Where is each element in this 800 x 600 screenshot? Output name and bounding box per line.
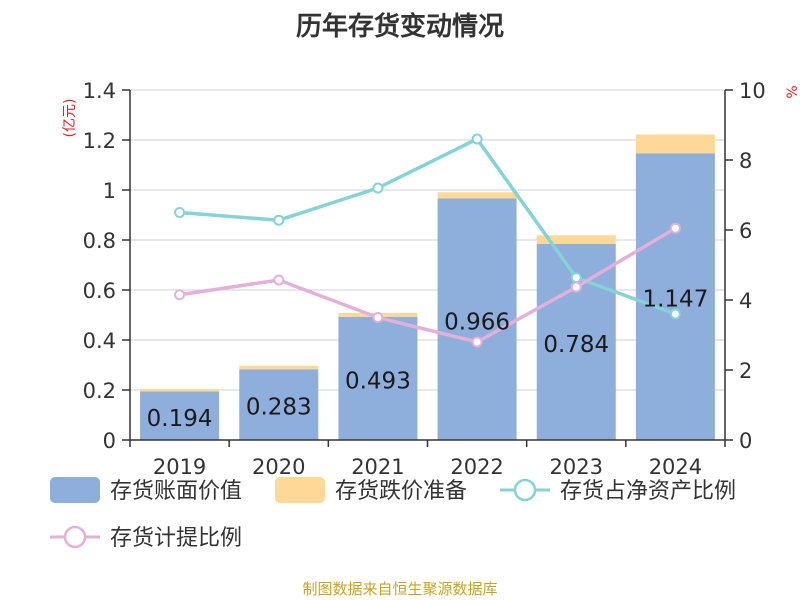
y-right-tick-label: 6 [739,219,752,243]
line-point [372,182,384,194]
x-tick-label: 2022 [450,455,503,479]
bar-value-label: 0.194 [147,406,213,432]
line-point [372,312,384,323]
y-left-tick-label: 0.4 [83,329,116,353]
bar-book-value [239,369,319,440]
line-point [174,289,186,301]
bar-book-value [437,198,517,440]
bar-value-labels: 0.194 0.283 0.493 0.966 0.784 1.147 [147,287,709,432]
legend-swatch [275,477,325,503]
line-inventory-to-net-assets [179,136,677,316]
bar-value-label: 0.784 [543,332,609,358]
line-provision-ratio [179,226,677,344]
y-left-tick-label: 1 [103,179,116,203]
axes: 0 0.2 0.4 0.6 0.8 1 1.2 1.4 0 2 4 6 8 10 (亿元)% 2019 2020… [62,79,800,479]
source-note: 制图数据来自恒生聚源数据库 [302,580,498,598]
x-tick-label: 2024 [649,455,702,479]
bar-value-label: 1.147 [642,287,708,313]
line-point [570,281,582,293]
bar-book-value [338,316,418,440]
line-point [273,274,285,286]
y-right-tick-label: 4 [739,289,752,313]
line-point [471,336,483,348]
bar-value-label: 0.493 [345,368,411,394]
legend-label: 存货占净资产比例 [560,479,736,504]
y-left-tick-label: 1.4 [83,79,116,103]
y-left-tick-label: 0.6 [83,279,116,303]
line-point [669,222,681,234]
legend-label: 存货跌价准备 [335,479,467,504]
line-point [669,308,681,320]
bar-impairment [536,235,616,244]
bar-impairment [239,365,319,370]
y-right-unit-label: % [785,85,800,98]
y-right-tick-label: 2 [739,359,752,383]
line-series [174,133,681,348]
bar-impairment [635,134,715,154]
y-left-tick-label: 0.2 [83,379,116,403]
bar-impairment [140,389,220,392]
line-point [570,272,582,284]
chart-title: 历年存货变动情况 [295,12,504,42]
bar-value-label: 0.966 [444,309,510,335]
y-right-tick-label: 0 [739,429,752,453]
y-left-unit-label: (亿元) [62,99,78,138]
y-right-tick-label: 10 [739,79,766,103]
y-left-tick-label: 0.8 [83,229,116,253]
legend-marker [513,478,537,502]
line-point [174,207,186,218]
bar-book-value [635,153,715,440]
x-tick-label: 2021 [351,455,404,479]
y-left-tick-label: 1.2 [83,129,116,153]
legend-swatch [50,477,100,503]
y-left-tick-label: 0 [103,429,116,453]
line-point [471,133,483,145]
bar-impairment [437,192,517,199]
bar-book-value [140,391,220,440]
line-point [273,214,285,226]
grid-lines [130,89,725,391]
y-right-tick-label: 8 [739,149,752,173]
x-tick-label: 2023 [550,455,603,479]
legend-label: 存货计提比例 [110,526,242,551]
x-tick-label: 2019 [153,455,206,479]
x-tick-label: 2020 [252,455,305,479]
legend-label: 存货账面价值 [110,479,242,504]
bar-value-label: 0.283 [246,395,312,421]
legend-marker [63,525,87,549]
